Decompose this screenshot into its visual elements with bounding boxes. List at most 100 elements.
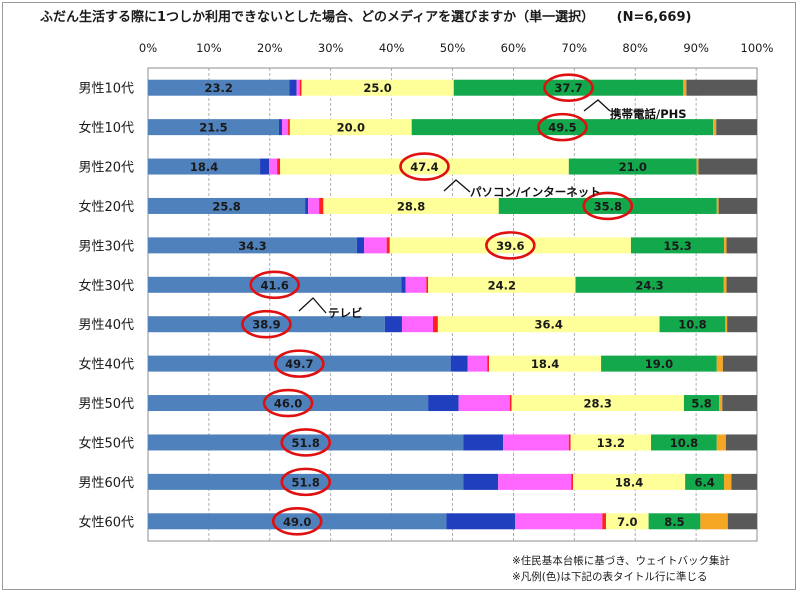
bar-segment [405, 276, 427, 293]
bar-segment [515, 513, 603, 530]
bar-segment [509, 395, 512, 412]
bar-segment [659, 316, 726, 333]
bar-segment [148, 119, 279, 136]
highlight-circle [280, 467, 332, 497]
bar-segment [384, 316, 402, 333]
bar-segment [433, 316, 438, 333]
data-label: 18.4 [615, 475, 643, 489]
bar-segment [696, 158, 699, 175]
callout-pc-line [443, 179, 471, 193]
x-tick-label: 30% [318, 41, 344, 55]
category-label: 女性60代 [78, 514, 134, 530]
x-tick-label: 40% [379, 41, 405, 55]
bar-segment [428, 276, 576, 293]
data-label: 46.0 [274, 397, 302, 411]
data-label: 39.6 [496, 239, 524, 253]
bar-segment [718, 197, 757, 214]
bar-segment [685, 473, 725, 490]
highlight-circle [271, 506, 323, 536]
bar-segment [301, 79, 454, 96]
x-tick-label: 10% [196, 41, 222, 55]
bar-segment [724, 473, 732, 490]
bar-segment [698, 158, 757, 175]
data-label: 28.3 [584, 397, 612, 411]
bar-segment [463, 434, 504, 451]
highlight-circle [249, 270, 300, 300]
data-label: 51.8 [292, 475, 320, 489]
bar-segment [713, 119, 717, 136]
bar-segment [686, 79, 757, 96]
callout-mobile-label: 携帯電話/PHS [610, 107, 687, 121]
bar-segment [280, 158, 569, 175]
bar-segment [467, 355, 488, 372]
data-label: 49.0 [283, 515, 311, 529]
bar-segment [299, 79, 302, 96]
bar-segment [260, 158, 270, 175]
bar-segment [453, 79, 684, 96]
bar-segment [278, 119, 282, 136]
bar-segment [148, 197, 306, 214]
category-label: 女性30代 [78, 278, 134, 294]
category-label: 女性50代 [78, 435, 134, 451]
bar-segment [498, 473, 572, 490]
highlight-circle [543, 73, 594, 103]
data-label: 35.8 [594, 199, 622, 213]
data-label: 47.4 [410, 160, 438, 174]
bar-segment [727, 513, 757, 530]
highlight-circle [280, 428, 332, 457]
category-label: 男性40代 [78, 318, 134, 333]
data-label: 10.8 [670, 436, 698, 450]
bar-segment [568, 158, 697, 175]
data-label: 7.0 [617, 515, 637, 529]
bar-segment [308, 197, 320, 214]
chart-title: ふだん生活する際に1つしか利用できないとした場合、どのメディアを選びますか（単一… [40, 6, 691, 25]
bar-segment [148, 158, 261, 175]
bar-segment [446, 513, 516, 530]
bar-segment [716, 434, 726, 451]
bar-segment [148, 513, 447, 530]
bar-segment [716, 197, 719, 214]
highlight-circle [537, 112, 588, 142]
category-label: 女性10代 [78, 120, 134, 136]
bar-segment [700, 513, 728, 530]
bar-segment [323, 197, 499, 214]
bar-segment [463, 473, 499, 490]
bar-segment [289, 79, 297, 96]
bar-segment [605, 513, 649, 530]
category-label: 男性10代 [78, 82, 134, 97]
data-label: 38.9 [252, 318, 280, 332]
data-label: 18.4 [190, 160, 218, 174]
bar-segment [568, 434, 571, 451]
callout-tv-label: テレビ [328, 306, 363, 320]
bar-segment [716, 119, 757, 136]
note-weighting: ※住民基本台帳に基づき、ウェイトバック集計 [512, 555, 731, 567]
bar-segment [602, 513, 606, 530]
callout-mobile-line [583, 99, 611, 112]
bar-segment [305, 197, 309, 214]
x-tick-label: 90% [683, 41, 709, 55]
category-label: 女性20代 [78, 199, 134, 215]
bar-segment [296, 79, 300, 96]
bar-segment [727, 316, 757, 333]
bar-segment [289, 119, 412, 136]
bar-segment [722, 355, 757, 372]
bar-segment [148, 434, 464, 451]
bar-segment [683, 79, 687, 96]
category-label: 男性50代 [78, 397, 134, 412]
bar-segment [356, 237, 365, 254]
bar-segment [411, 119, 714, 136]
bar-segment [503, 434, 569, 451]
bar-segment [570, 434, 652, 451]
bar-segment [571, 473, 574, 490]
data-label: 51.8 [292, 436, 320, 450]
bar-segment [277, 158, 281, 175]
category-label: 女性40代 [78, 357, 134, 373]
bar-segment [269, 158, 278, 175]
x-tick-label: 60% [501, 41, 527, 55]
highlight-circle [274, 349, 325, 378]
highlight-circle [399, 152, 450, 181]
x-tick-label: 20% [257, 41, 283, 55]
note-legend: ※凡例(色)は下記の表タイトル行に準じる [512, 571, 708, 583]
bar-segment [487, 355, 490, 372]
bar-segment [723, 276, 727, 293]
